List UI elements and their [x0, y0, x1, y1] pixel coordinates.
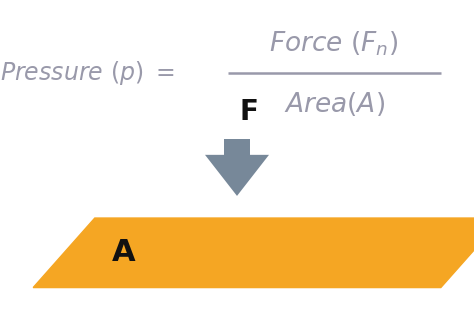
- Text: $\mathit{Force\ (F_n)}$: $\mathit{Force\ (F_n)}$: [270, 30, 399, 58]
- Text: $\mathit{Area(A)}$: $\mathit{Area(A)}$: [283, 90, 385, 118]
- Text: A: A: [111, 238, 135, 267]
- Polygon shape: [205, 155, 269, 196]
- Text: F: F: [239, 98, 258, 126]
- Polygon shape: [33, 218, 474, 288]
- Text: $\mathit{Pressure\ (p)\ =}$: $\mathit{Pressure\ (p)\ =}$: [0, 59, 175, 87]
- FancyBboxPatch shape: [224, 139, 250, 155]
